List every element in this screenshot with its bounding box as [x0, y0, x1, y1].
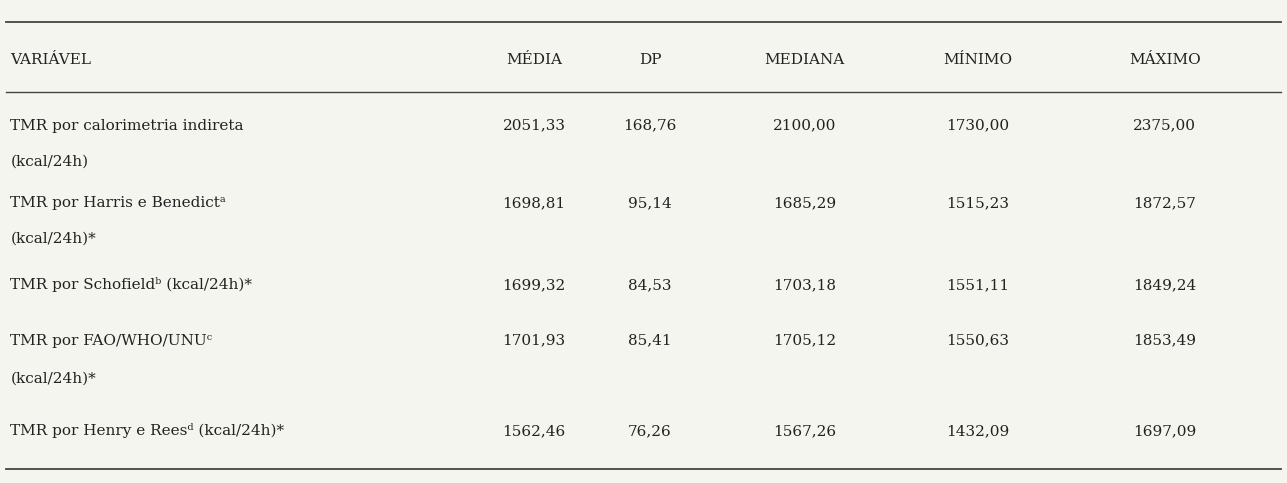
- Text: 1567,26: 1567,26: [772, 424, 837, 438]
- Text: 1872,57: 1872,57: [1134, 196, 1196, 210]
- Text: TMR por Henry e Reesᵈ (kcal/24h)*: TMR por Henry e Reesᵈ (kcal/24h)*: [10, 423, 284, 439]
- Text: (kcal/24h)*: (kcal/24h)*: [10, 232, 97, 246]
- Text: 1551,11: 1551,11: [946, 278, 1010, 292]
- Text: 1853,49: 1853,49: [1134, 334, 1196, 347]
- Text: 1705,12: 1705,12: [772, 334, 837, 347]
- Text: MEDIANA: MEDIANA: [764, 54, 844, 67]
- Text: 168,76: 168,76: [623, 119, 677, 132]
- Text: 1697,09: 1697,09: [1133, 424, 1197, 438]
- Text: 1562,46: 1562,46: [502, 424, 566, 438]
- Text: 1550,63: 1550,63: [947, 334, 1009, 347]
- Text: 84,53: 84,53: [628, 278, 672, 292]
- Text: (kcal/24h)*: (kcal/24h)*: [10, 372, 97, 386]
- Text: MÍNIMO: MÍNIMO: [943, 54, 1013, 67]
- Text: 1730,00: 1730,00: [946, 119, 1010, 132]
- Text: 2051,33: 2051,33: [503, 119, 565, 132]
- Text: 1432,09: 1432,09: [946, 424, 1010, 438]
- Text: 1699,32: 1699,32: [502, 278, 566, 292]
- Text: 1685,29: 1685,29: [772, 196, 837, 210]
- Text: MÉDIA: MÉDIA: [506, 54, 562, 67]
- Text: (kcal/24h): (kcal/24h): [10, 155, 89, 169]
- Text: VARIÁVEL: VARIÁVEL: [10, 54, 91, 67]
- Text: 1701,93: 1701,93: [502, 334, 566, 347]
- Text: MÁXIMO: MÁXIMO: [1129, 54, 1201, 67]
- Text: 1515,23: 1515,23: [947, 196, 1009, 210]
- Text: 85,41: 85,41: [628, 334, 672, 347]
- Text: 1698,81: 1698,81: [502, 196, 566, 210]
- Text: 1703,18: 1703,18: [773, 278, 835, 292]
- Text: 2100,00: 2100,00: [772, 119, 837, 132]
- Text: 2375,00: 2375,00: [1134, 119, 1196, 132]
- Text: 76,26: 76,26: [628, 424, 672, 438]
- Text: TMR por calorimetria indireta: TMR por calorimetria indireta: [10, 119, 243, 132]
- Text: DP: DP: [638, 54, 662, 67]
- Text: 1849,24: 1849,24: [1133, 278, 1197, 292]
- Text: TMR por Schofieldᵇ (kcal/24h)*: TMR por Schofieldᵇ (kcal/24h)*: [10, 277, 252, 293]
- Text: TMR por Harris e Benedictᵃ: TMR por Harris e Benedictᵃ: [10, 196, 227, 210]
- Text: TMR por FAO/WHO/UNUᶜ: TMR por FAO/WHO/UNUᶜ: [10, 334, 212, 347]
- Text: 95,14: 95,14: [628, 196, 672, 210]
